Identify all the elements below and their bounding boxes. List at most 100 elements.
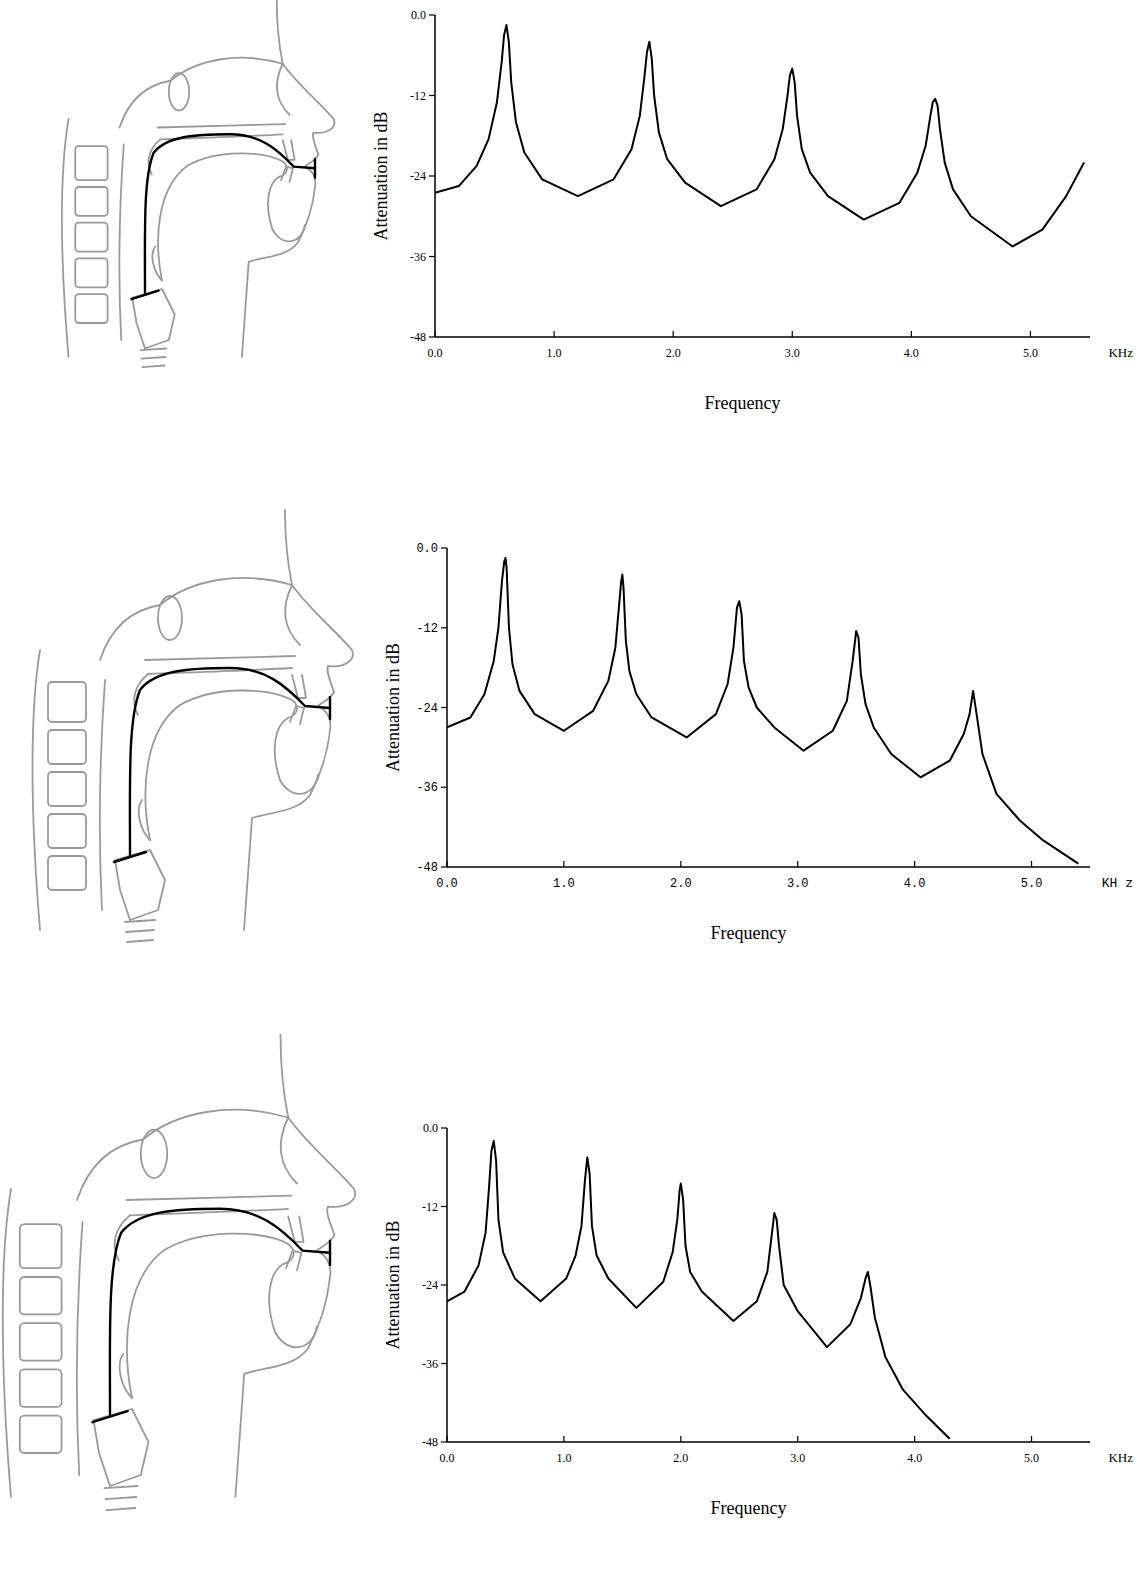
vertebra <box>20 1416 62 1453</box>
lower-teeth <box>286 1251 301 1271</box>
x-tick-label: 5.0 <box>1024 1451 1039 1465</box>
x-tick <box>797 861 798 867</box>
y-tick-label: -12 <box>410 89 426 103</box>
epiglottis <box>139 800 150 840</box>
plot-area <box>447 1141 950 1439</box>
x-axis-title: Frequency <box>711 1498 787 1518</box>
y-tick <box>441 1363 447 1364</box>
mandible <box>273 225 305 241</box>
sinus <box>141 1130 167 1178</box>
x-tick <box>446 1436 447 1442</box>
y-tick <box>429 95 435 96</box>
panel: 0.0-12-24-36-480.01.02.03.04.05.0KHzFreq… <box>383 1121 1133 1518</box>
x-tick-label: 3.0 <box>785 346 800 360</box>
nasal-cavity <box>77 1110 288 1200</box>
tract-end-bars <box>114 697 330 862</box>
y-tick <box>441 707 447 708</box>
spine-outline <box>3 1189 11 1497</box>
y-tick-label: -12 <box>422 1200 438 1214</box>
velum <box>134 674 148 715</box>
tract-centerline <box>145 134 315 293</box>
trachea <box>105 1486 138 1510</box>
x-tick-label: 1.0 <box>553 877 575 891</box>
x-tick <box>1030 331 1031 337</box>
palate-upper <box>145 656 295 660</box>
nasal-bone <box>285 585 300 645</box>
x-tick <box>680 1436 681 1442</box>
x-tick-label: 3.0 <box>787 877 809 891</box>
x-tick <box>434 331 435 337</box>
lower-teeth <box>290 706 304 724</box>
x-tick <box>563 1436 564 1442</box>
y-tick <box>429 14 435 15</box>
x-tick-label: 5.0 <box>1023 346 1038 360</box>
x-tick <box>680 861 681 867</box>
y-tick-label: -36 <box>422 1357 438 1371</box>
pharynx-wall <box>77 1222 83 1475</box>
x-tick-label: 0.0 <box>428 346 443 360</box>
panel: 0.0-12-24-36-480.01.02.03.04.05.0KHzFreq… <box>371 8 1133 413</box>
sinus <box>169 73 189 110</box>
y-tick-label: -24 <box>410 169 426 183</box>
vertebra <box>48 730 86 764</box>
y-tick <box>441 547 447 548</box>
x-tick-label: 5.0 <box>1021 877 1043 891</box>
x-tick <box>911 331 912 337</box>
response-curve <box>447 558 1078 864</box>
y-tick <box>441 627 447 628</box>
y-axis-title: Attenuation in dB <box>383 1221 403 1350</box>
x-tick <box>792 331 793 337</box>
y-tick-label: 0.0 <box>411 8 426 22</box>
x-tick-label: 1.0 <box>556 1451 571 1465</box>
x-tick-label: 4.0 <box>904 877 926 891</box>
vertebra <box>75 258 107 287</box>
trachea <box>125 920 155 942</box>
vertebra <box>20 1369 62 1406</box>
vertebra <box>48 856 86 890</box>
face-profile <box>244 510 353 930</box>
y-tick-label: -36 <box>410 250 426 264</box>
x-tick-label: 4.0 <box>907 1451 922 1465</box>
figure: 0.0-12-24-36-480.01.02.03.04.05.0KHzFreq… <box>0 0 1139 1577</box>
y-tick-label: -48 <box>410 330 426 344</box>
vertebra <box>20 1224 62 1268</box>
trachea <box>141 349 167 368</box>
tongue-underside <box>268 177 279 230</box>
x-tick <box>1031 1436 1032 1442</box>
x-axis <box>447 1441 1090 1443</box>
face-profile <box>235 1035 355 1497</box>
x-tick-label: 1.0 <box>547 346 562 360</box>
y-tick-label: -24 <box>422 1278 438 1292</box>
tract-centerline <box>110 1209 330 1415</box>
x-unit-label: KHz <box>1108 345 1133 360</box>
x-tick-label: 2.0 <box>666 346 681 360</box>
vertebra <box>75 187 107 216</box>
vertebra <box>48 814 86 848</box>
larynx <box>94 1409 149 1486</box>
sinus <box>158 596 182 640</box>
x-tick <box>673 331 674 337</box>
x-axis-title: Frequency <box>711 923 787 943</box>
pharynx-wall <box>100 680 105 910</box>
x-tick <box>914 861 915 867</box>
tongue-underside <box>269 1264 284 1332</box>
x-tick <box>563 861 564 867</box>
y-tick <box>441 1441 447 1442</box>
x-tick-label: 2.0 <box>670 877 692 891</box>
vocal-tract-illustration <box>62 0 334 367</box>
nasal-cavity <box>120 58 283 128</box>
y-tick-label: -24 <box>416 702 438 716</box>
response-curve <box>447 1141 950 1439</box>
x-axis <box>435 336 1090 338</box>
y-tick <box>441 866 447 867</box>
y-tick-label: -48 <box>416 861 438 875</box>
y-tick <box>441 787 447 788</box>
epiglottis <box>120 1354 132 1398</box>
vertebra <box>20 1323 62 1360</box>
vertebra <box>48 772 86 806</box>
y-axis-title: Attenuation in dB <box>371 112 391 241</box>
plot-area <box>447 558 1078 864</box>
x-tick <box>553 331 554 337</box>
palate-upper <box>127 1196 292 1200</box>
y-tick-label: -36 <box>416 781 438 795</box>
